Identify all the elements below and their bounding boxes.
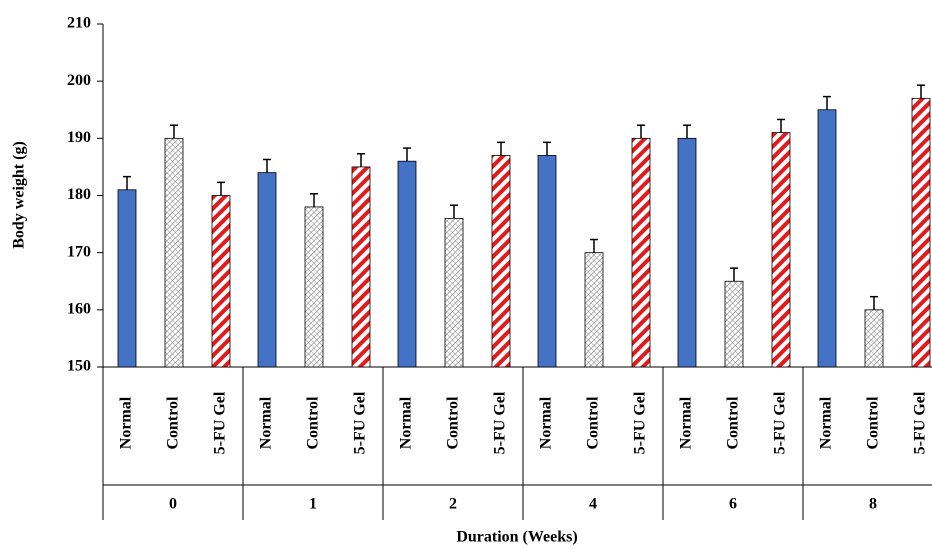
x-tick-label: 5-FU Gel — [632, 391, 649, 454]
y-tick-label: 200 — [67, 72, 91, 89]
bar — [584, 252, 604, 368]
x-tick-label: Control — [305, 396, 322, 450]
y-tick-label: 170 — [67, 243, 91, 260]
bar — [164, 137, 184, 368]
bar — [397, 160, 417, 368]
bar — [864, 309, 884, 368]
bar — [351, 166, 371, 368]
x-tick-label: 5-FU Gel — [912, 391, 929, 454]
x-tick-label: Normal — [118, 396, 135, 449]
y-tick-label: 190 — [67, 129, 91, 146]
bar — [724, 280, 744, 368]
x-tick-label: Normal — [258, 396, 275, 449]
x-group-label: 1 — [309, 496, 317, 513]
x-tick-label: Control — [445, 396, 462, 450]
bar — [491, 155, 511, 368]
x-group-label: 0 — [169, 496, 177, 513]
y-tick-label: 210 — [67, 15, 91, 32]
x-tick-label: Normal — [398, 396, 415, 449]
x-tick-label: 5-FU Gel — [352, 391, 369, 454]
x-tick-label: 5-FU Gel — [492, 391, 509, 454]
bar — [257, 172, 277, 368]
bar — [537, 155, 557, 368]
y-axis-title: Body weight (g) — [11, 141, 28, 249]
bar — [631, 137, 651, 368]
bar — [211, 195, 231, 368]
x-tick-label: Normal — [818, 396, 835, 449]
bar — [771, 132, 791, 368]
x-group-label: 4 — [589, 496, 597, 513]
bar — [117, 189, 137, 368]
bar — [677, 137, 697, 368]
bar — [444, 217, 464, 368]
x-group-label: 6 — [729, 496, 737, 513]
x-tick-label: Control — [865, 396, 882, 450]
bar — [304, 206, 324, 368]
y-tick-label: 180 — [67, 186, 91, 203]
x-axis-title: Duration (Weeks) — [456, 529, 577, 546]
bar — [817, 109, 837, 368]
x-tick-label: Control — [165, 396, 182, 450]
bar — [911, 97, 931, 368]
x-tick-label: 5-FU Gel — [212, 391, 229, 454]
x-tick-label: Control — [725, 396, 742, 450]
y-tick-label: 150 — [67, 358, 91, 375]
x-group-label: 8 — [869, 496, 877, 513]
y-tick-label: 160 — [67, 301, 91, 318]
x-group-label: 2 — [449, 496, 457, 513]
x-tick-label: 5-FU Gel — [772, 391, 789, 454]
x-tick-label: Normal — [678, 396, 695, 449]
x-tick-label: Control — [585, 396, 602, 450]
x-tick-label: Normal — [538, 396, 555, 449]
